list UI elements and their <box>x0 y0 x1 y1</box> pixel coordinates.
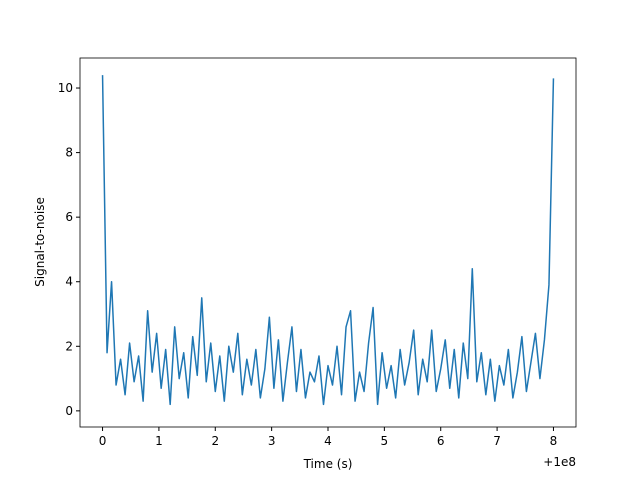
y-tick-label: 0 <box>65 404 73 418</box>
x-tick-label: 7 <box>493 434 501 448</box>
x-tick-label: 2 <box>211 434 219 448</box>
x-tick-label: 8 <box>550 434 558 448</box>
y-tick-label: 8 <box>65 146 73 160</box>
x-tick-label: 3 <box>268 434 276 448</box>
y-tick-label: 4 <box>65 275 73 289</box>
x-offset-label: +1e8 <box>543 455 576 469</box>
y-tick-label: 2 <box>65 339 73 353</box>
x-axis-label: Time (s) <box>303 457 353 471</box>
x-tick-label: 6 <box>437 434 445 448</box>
plot-frame <box>79 57 577 428</box>
x-tick-label: 1 <box>155 434 163 448</box>
y-tick-label: 10 <box>58 81 73 95</box>
x-tick-label: 4 <box>324 434 332 448</box>
y-axis-label: Signal-to-noise <box>33 197 47 287</box>
y-tick-label: 6 <box>65 210 73 224</box>
x-tick-label: 0 <box>99 434 107 448</box>
x-tick-label: 5 <box>381 434 389 448</box>
data-line <box>101 75 555 406</box>
